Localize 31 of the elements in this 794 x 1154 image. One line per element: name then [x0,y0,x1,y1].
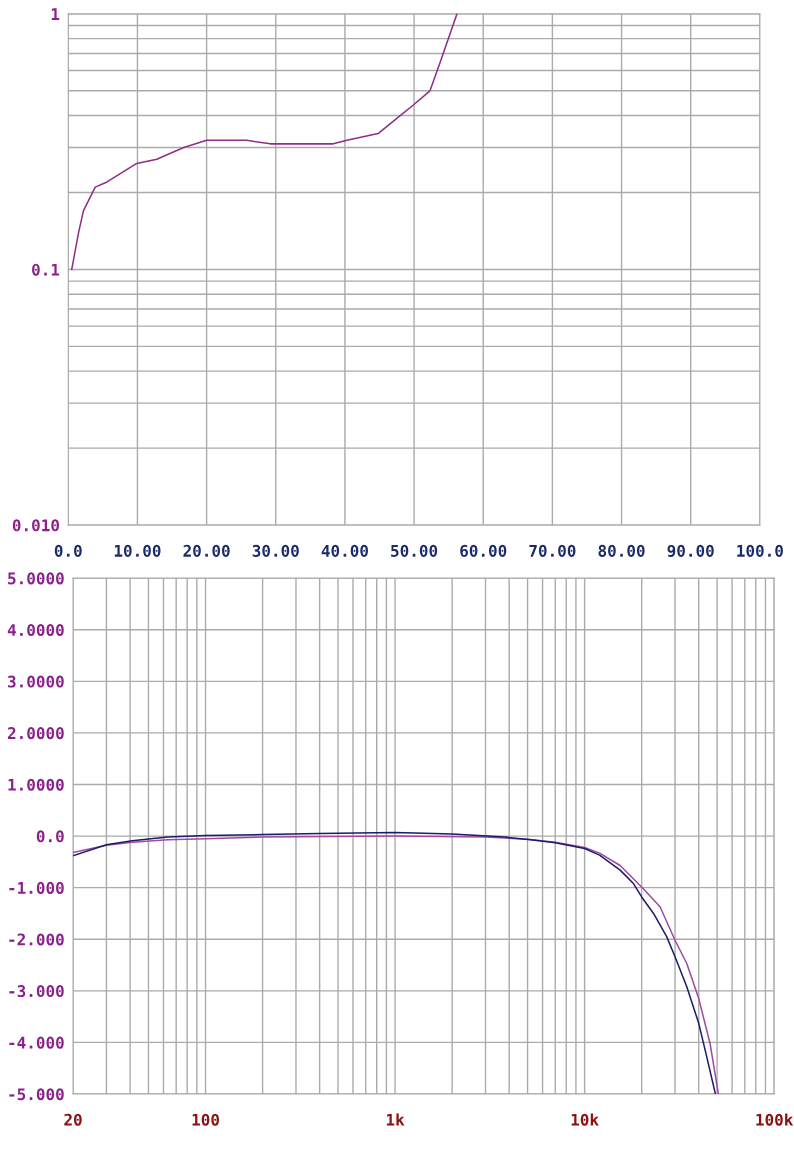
x-tick-label: 60.00 [460,544,507,557]
x-tick-label: 10.00 [114,544,161,557]
x-tick-label: 80.00 [598,544,645,557]
y-tick-label: 2.0000 [7,727,64,740]
x-tick-label: 10k [571,1113,599,1126]
x-tick-label: 1k [386,1113,405,1126]
x-tick-label: 90.00 [667,544,714,557]
x-tick-label: 30.00 [252,544,299,557]
x-tick-label: 20 [64,1113,82,1126]
x-tick-label: 100.0 [737,544,783,557]
y-tick-label: -1.000 [9,881,64,894]
x-tick-label: 40.00 [321,544,368,557]
x-tick-label: 70.00 [529,544,576,557]
y-tick-label: 1 [51,8,60,20]
x-tick-label: 100k [756,1113,794,1126]
y-tick-label: 5.0000 [8,572,64,585]
y-tick-label: -3.000 [9,985,64,998]
y-tick-label: 1.0000 [8,778,64,791]
y-tick-label: 0.0 [36,830,64,843]
y-tick-label: 3.0000 [8,675,64,688]
x-tick-label: 0.0 [54,544,82,557]
y-tick-label: -5.000 [9,1088,64,1101]
line-series [70,13,458,271]
x-tick-label: 50.00 [391,544,438,557]
y-tick-label: 4.0000 [7,623,64,637]
y-tick-label: -4.000 [9,1036,64,1049]
y-tick-label: -2.000 [9,933,64,946]
x-tick-label: 20.00 [183,544,230,557]
y-tick-label: 0.010 [12,519,59,532]
x-tick-label: 100 [192,1113,219,1126]
y-tick-label: 0.1 [32,263,60,276]
